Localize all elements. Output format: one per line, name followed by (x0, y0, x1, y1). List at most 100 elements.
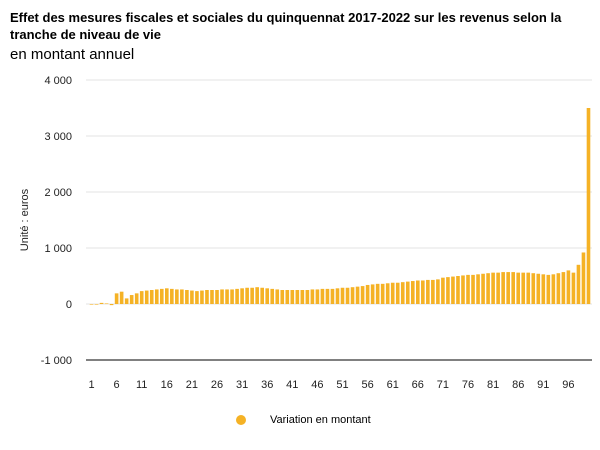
bar (511, 272, 515, 304)
x-tick-label: 51 (336, 379, 348, 391)
bar (205, 290, 209, 304)
bar (240, 288, 244, 304)
x-tick-label: 26 (211, 379, 223, 391)
bar (325, 288, 330, 304)
x-tick-label: 56 (361, 379, 373, 391)
bar (486, 273, 490, 304)
bar (446, 277, 450, 304)
bar (114, 293, 119, 304)
bar (531, 273, 536, 304)
x-tick-label: 96 (562, 379, 574, 391)
bar (134, 293, 139, 304)
bar (466, 274, 470, 304)
bar (496, 272, 500, 304)
bar (175, 289, 179, 304)
bar (526, 272, 531, 304)
bar (185, 290, 189, 304)
x-axis-ticks: 1 6 11 16 21 26 31 36 41 46 51 56 61 66 71 76 81 86 91 96 (88, 379, 574, 391)
bar (481, 273, 485, 304)
bar (506, 272, 510, 304)
x-tick-label: 36 (261, 379, 273, 391)
bar (220, 289, 224, 304)
y-tick-label: 2 000 (44, 187, 72, 199)
bar (536, 273, 541, 304)
bar (89, 304, 94, 305)
bar (345, 287, 350, 304)
x-tick-label: 16 (161, 379, 173, 391)
bar (360, 286, 365, 304)
bar (139, 291, 144, 304)
x-tick-label: 41 (286, 379, 298, 391)
y-axis-ticks: -1 000 0 1 000 2 000 3 000 4 000 (41, 75, 72, 367)
bar (94, 304, 99, 305)
x-tick-label: 61 (387, 379, 399, 391)
bar (320, 288, 325, 304)
bar (180, 289, 184, 304)
bar (300, 290, 305, 304)
bar (290, 290, 295, 304)
chart-title: Effet des mesures fiscales et sociales d… (10, 10, 562, 42)
bar (461, 275, 465, 304)
bar (210, 290, 214, 304)
bar (225, 289, 229, 304)
bar (586, 108, 591, 304)
bar (159, 288, 164, 304)
legend-swatch (236, 415, 246, 425)
x-tick-label: 11 (136, 379, 147, 391)
bar (395, 282, 400, 304)
bar (260, 287, 264, 304)
bar (400, 282, 405, 304)
y-tick-label: 1 000 (44, 243, 72, 255)
bar (521, 272, 526, 304)
bar (265, 288, 270, 304)
bar (441, 277, 445, 304)
bar (315, 289, 320, 304)
bar (119, 291, 124, 304)
bar (370, 284, 375, 304)
bar (355, 286, 360, 304)
bar (335, 288, 340, 304)
x-tick-label: 6 (114, 379, 120, 391)
x-tick-label: 21 (186, 379, 198, 391)
bar (154, 289, 159, 304)
y-tick-label: 4 000 (44, 75, 72, 87)
bar (99, 302, 104, 304)
bar (310, 289, 315, 304)
bar (200, 290, 204, 304)
x-tick-label: 76 (462, 379, 474, 391)
bars (89, 108, 591, 306)
bar (375, 283, 380, 304)
bar (501, 272, 505, 304)
bar (551, 274, 556, 304)
bar (451, 276, 455, 304)
legend-label: Variation en montant (270, 414, 371, 426)
bar (305, 290, 310, 304)
chart-subtitle: en montant annuel (10, 46, 135, 63)
bar (280, 290, 285, 304)
bar (426, 279, 430, 304)
bar (581, 252, 586, 304)
x-tick-label: 31 (236, 379, 248, 391)
y-axis-label: Unité : euros (19, 188, 31, 251)
bar (436, 279, 440, 304)
bar (561, 272, 566, 304)
x-tick-label: 1 (88, 379, 94, 391)
bar (330, 288, 335, 304)
grid-lines (86, 79, 592, 361)
bar (104, 303, 109, 305)
bar (255, 287, 259, 304)
bar (215, 290, 219, 304)
x-tick-label: 81 (487, 379, 499, 391)
bar (471, 274, 475, 304)
bar (190, 290, 194, 304)
x-tick-label: 66 (412, 379, 424, 391)
bar (270, 288, 275, 304)
x-tick-label: 91 (537, 379, 549, 391)
bar (516, 272, 521, 304)
bar (195, 291, 199, 304)
bar (421, 280, 425, 304)
bar (385, 283, 390, 304)
bar (350, 287, 355, 304)
bar (405, 281, 410, 304)
